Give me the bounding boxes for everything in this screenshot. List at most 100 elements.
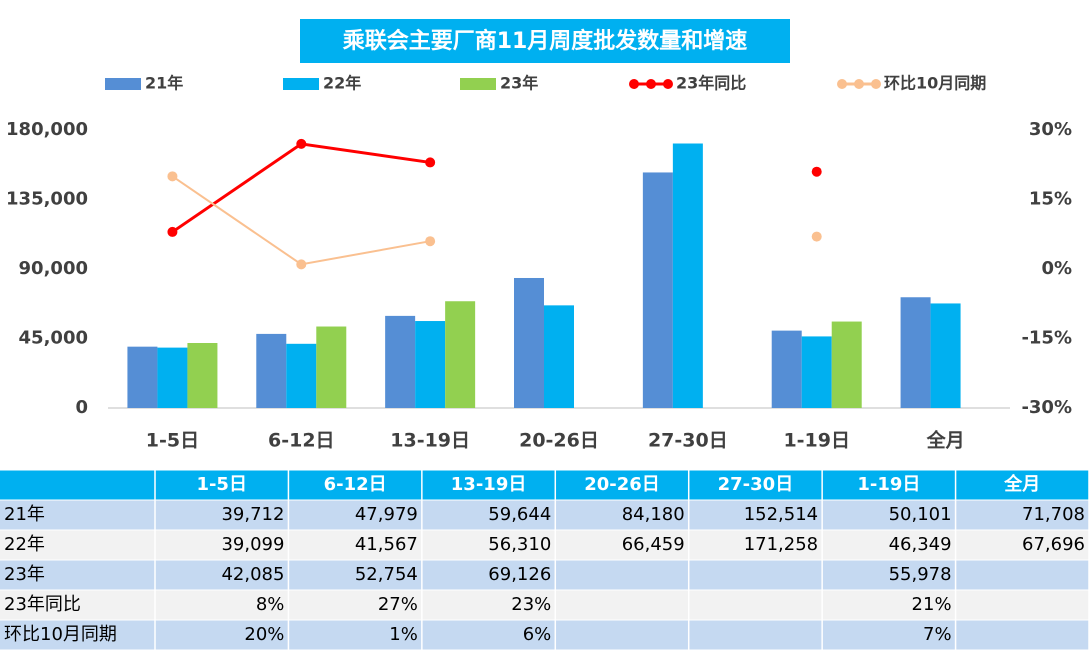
table-cell: 42,085 [221, 564, 284, 585]
line-marker [811, 166, 822, 177]
table-cell: 69,126 [488, 564, 551, 585]
table-cell: 66,459 [622, 534, 685, 555]
table-cell: 39,099 [221, 534, 284, 555]
bar [385, 315, 416, 408]
table-row-label: 22年 [4, 534, 45, 555]
line-marker [167, 226, 178, 237]
legend-swatch-marker [663, 79, 673, 89]
x-tick-label: 1-5日 [146, 430, 199, 452]
bar [157, 347, 188, 408]
table-cell: 23% [511, 594, 551, 615]
bar [831, 321, 862, 408]
table-row-bg [0, 500, 1089, 530]
table-cell: 171,258 [744, 534, 818, 555]
table-cell: 1% [389, 624, 418, 645]
table-cell: 56,310 [488, 534, 551, 555]
x-tick-label: 27-30日 [648, 430, 728, 452]
bar [445, 301, 476, 408]
bar [642, 172, 673, 408]
bar [127, 346, 158, 408]
x-tick-label: 13-19日 [390, 430, 470, 452]
table-row-label: 21年 [4, 504, 45, 525]
y-tick-label: 180,000 [6, 119, 88, 140]
line-marker [425, 157, 436, 168]
table-cell: 55,978 [889, 564, 952, 585]
table-cell: 71,708 [1022, 504, 1085, 525]
y2-tick-label: 15% [1029, 189, 1072, 210]
table-cell: 20% [244, 624, 284, 645]
bar [771, 330, 802, 408]
table-row-label: 23年同比 [4, 594, 81, 615]
legend-swatch-marker [871, 79, 881, 89]
table-header: 20-26日 [584, 474, 660, 495]
table-header: 全月 [1003, 473, 1040, 495]
line-marker [296, 259, 307, 270]
line-marker [425, 236, 436, 247]
table-cell: 52,754 [355, 564, 418, 585]
table-header: 27-30日 [718, 474, 794, 495]
bar [900, 297, 931, 408]
y-tick-label: 45,000 [19, 328, 88, 349]
table-cell: 27% [378, 594, 418, 615]
x-tick-label: 1-19日 [783, 430, 850, 452]
title-box [300, 19, 790, 63]
line-marker [811, 231, 822, 242]
bar [187, 343, 218, 408]
table-row-bg [0, 620, 1089, 650]
legend-swatch [105, 78, 141, 90]
table-header: 13-19日 [451, 474, 527, 495]
x-tick-label: 6-12日 [268, 430, 335, 452]
table-cell: 7% [923, 624, 952, 645]
legend-swatch-marker [629, 79, 639, 89]
y2-tick-label: -30% [1021, 397, 1072, 418]
x-tick-label: 全月 [926, 429, 965, 452]
table-header: 1-19日 [857, 474, 920, 495]
bar [316, 326, 347, 408]
y2-tick-label: -15% [1021, 328, 1072, 349]
bar [544, 305, 574, 408]
table-header: 1-5日 [196, 474, 247, 495]
bar [514, 277, 544, 408]
legend-label: 23年同比 [676, 74, 746, 93]
table-cell: 50,101 [889, 504, 952, 525]
table-row-label: 环比10月同期 [4, 624, 117, 645]
table-cell: 8% [256, 594, 285, 615]
table-row-bg [0, 560, 1089, 590]
table-cell: 21% [912, 594, 952, 615]
legend-swatch-marker [646, 79, 656, 89]
table-cell: 41,567 [355, 534, 418, 555]
bar [415, 321, 446, 408]
bar [672, 143, 703, 408]
legend-swatch-marker [854, 79, 864, 89]
table-cell: 47,979 [355, 504, 418, 525]
table-row-bg [0, 590, 1089, 620]
y-tick-label: 135,000 [6, 189, 88, 210]
y-tick-label: 0 [75, 397, 88, 418]
legend-swatch [283, 78, 319, 90]
table-cell: 6% [523, 624, 552, 645]
x-tick-label: 20-26日 [519, 430, 599, 452]
bar [256, 333, 287, 408]
bar [930, 303, 961, 408]
y-tick-label: 90,000 [19, 258, 88, 279]
table-header-bg [0, 470, 1089, 500]
table-header: 6-12日 [324, 474, 387, 495]
bar [801, 336, 832, 408]
line-marker [167, 171, 178, 182]
table-cell: 84,180 [622, 504, 685, 525]
table-row-label: 23年 [4, 564, 45, 585]
legend-swatch-marker [837, 79, 847, 89]
table-cell: 59,644 [488, 504, 551, 525]
y2-tick-label: 30% [1029, 119, 1072, 140]
bar [286, 343, 317, 408]
legend-label: 环比10月同期 [884, 74, 986, 93]
table-row-bg [0, 530, 1089, 560]
legend-label: 23年 [500, 74, 538, 93]
table-cell: 152,514 [744, 504, 818, 525]
legend-label: 21年 [145, 74, 183, 93]
line [172, 144, 816, 232]
table-cell: 67,696 [1022, 534, 1085, 555]
line-marker [296, 138, 307, 149]
